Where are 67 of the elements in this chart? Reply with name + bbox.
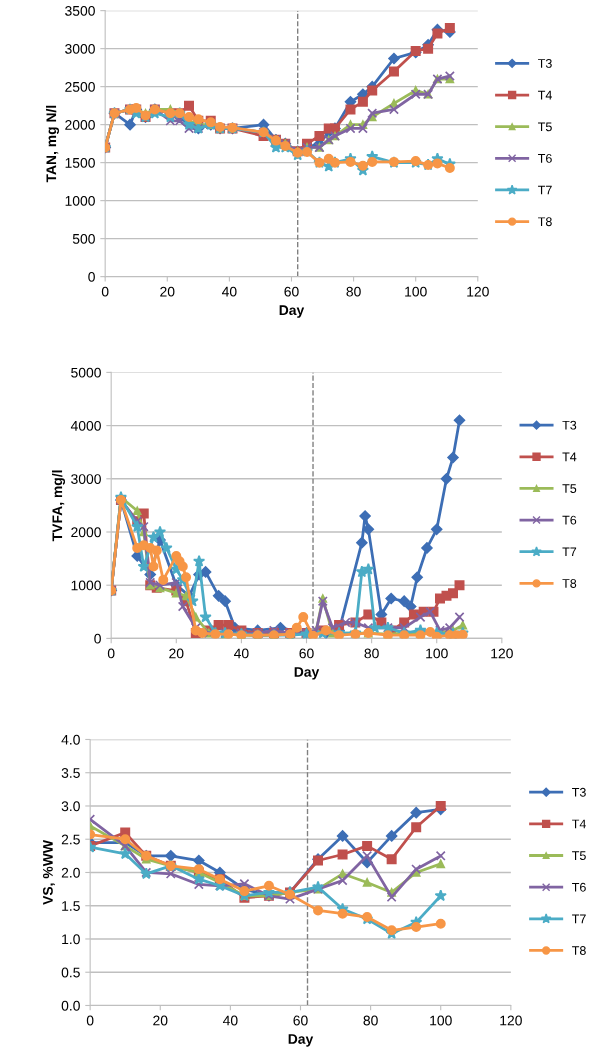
legend-label: T4 (572, 819, 586, 829)
y-axis-title: VS, %WW (42, 840, 55, 905)
y-axis-title: TAN, mg N/l (46, 105, 59, 183)
y-axis-title: TVFA, mg/l (52, 470, 66, 542)
legend-label: T4 (562, 452, 577, 462)
legend-label: T3 (538, 59, 552, 68)
x-tick-label: 100 (426, 648, 448, 659)
y-tick-label: 3000 (71, 474, 101, 484)
x-tick-label: 20 (169, 648, 184, 659)
y-tick-label: 0 (94, 633, 101, 644)
y-tick-label: 0 (88, 271, 95, 282)
legend-label: T6 (572, 882, 586, 892)
x-tick-label: 40 (221, 286, 237, 297)
legend-label: T8 (572, 946, 586, 955)
x-tick-label: 80 (346, 286, 361, 297)
y-tick-label: 1.0 (62, 934, 80, 945)
x-tick-label: 100 (430, 1015, 452, 1026)
x-axis-title: Day (288, 1034, 314, 1047)
legend-label: T3 (562, 420, 577, 430)
x-tick-label: 120 (491, 648, 513, 659)
y-tick-label: 2500 (65, 81, 95, 92)
x-tick-label: 120 (467, 286, 489, 297)
x-tick-label: 40 (222, 1015, 238, 1026)
x-axis-title: Day (294, 667, 320, 680)
legend-label: T7 (562, 547, 577, 557)
y-tick-label: 1500 (65, 157, 95, 168)
y-tick-label: 0.5 (61, 967, 80, 978)
x-tick-label: 0 (107, 648, 115, 659)
legend-label: T4 (538, 90, 552, 100)
y-tick-label: 3.5 (61, 768, 80, 778)
y-tick-label: 3500 (65, 5, 95, 16)
y-tick-label: 2.5 (61, 834, 80, 845)
y-tick-label: 2000 (65, 119, 95, 130)
y-tick-label: 4000 (70, 420, 101, 431)
y-tick-label: 4.0 (61, 734, 80, 745)
legend-label: T8 (538, 217, 552, 227)
y-tick-label: 2000 (71, 527, 101, 538)
legend-label: T5 (538, 122, 552, 132)
x-axis-title: Day (279, 305, 305, 318)
x-tick-label: 60 (293, 1015, 308, 1026)
x-tick-label: 20 (160, 286, 175, 297)
x-tick-label: 100 (405, 286, 427, 297)
legend-label: T5 (562, 484, 577, 493)
legend-label: T8 (562, 579, 577, 588)
y-tick-label: 0.0 (61, 1000, 80, 1011)
y-tick-label: 500 (72, 233, 95, 244)
y-tick-label: 3000 (65, 43, 95, 54)
y-tick-label: 2.0 (61, 867, 80, 878)
x-tick-label: 120 (500, 1015, 522, 1026)
legend-label: T3 (572, 787, 586, 797)
y-tick-label: 1000 (65, 195, 95, 206)
legend-label: T6 (538, 153, 552, 163)
y-tick-label: 1.5 (62, 901, 80, 911)
x-tick-label: 0 (101, 286, 109, 297)
legend-label: T7 (572, 914, 586, 924)
x-tick-label: 80 (363, 1015, 378, 1026)
y-tick-label: 1000 (71, 580, 101, 591)
y-tick-label: 3.0 (61, 801, 80, 812)
legend-label: T5 (572, 851, 586, 861)
y-tick-label: 5000 (71, 367, 101, 378)
x-tick-label: 40 (234, 648, 249, 659)
x-tick-label: 20 (153, 1015, 168, 1026)
x-tick-label: 80 (364, 648, 379, 659)
x-tick-label: 60 (284, 286, 299, 297)
legend-label: T6 (562, 515, 577, 525)
x-tick-label: 60 (299, 648, 314, 659)
legend-label: T7 (538, 185, 552, 195)
